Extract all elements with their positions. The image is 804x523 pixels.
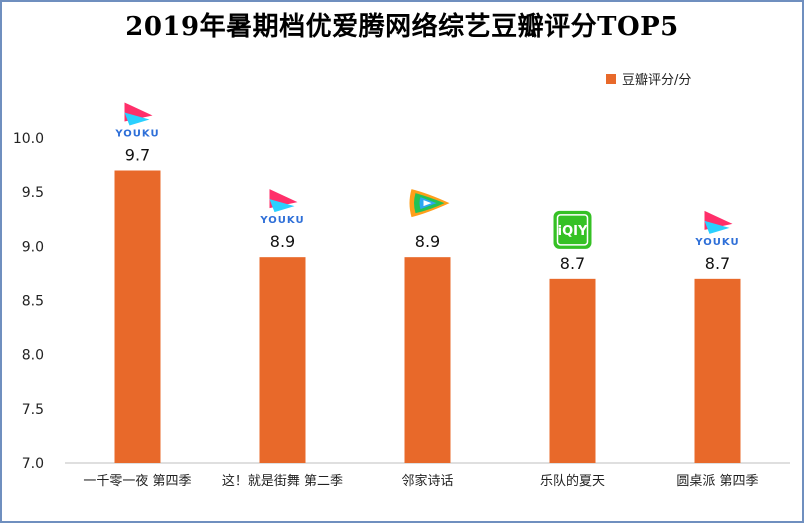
y-tick-label: 10.0	[13, 131, 44, 147]
data-label: 8.9	[270, 232, 295, 251]
bar	[404, 257, 451, 463]
y-axis: 7.0 7.5 8.0 8.5 9.0 9.5 10.0	[13, 131, 44, 472]
bar	[694, 278, 741, 463]
iqiyi-inner-border	[556, 214, 589, 246]
youku-cyan-shape	[704, 220, 730, 234]
youku-wordmark: YOUKU	[259, 215, 304, 226]
y-tick-label: 7.0	[22, 456, 44, 472]
youku-wordmark: YOUKU	[694, 237, 739, 248]
youku-cyan-shape	[269, 199, 295, 213]
platform-logos: YOUKU YOUKU iQIY YOUKU	[114, 102, 739, 249]
bar	[549, 278, 596, 463]
data-label: 8.7	[705, 254, 730, 273]
youku-logo-icon: YOUKU	[259, 189, 304, 226]
y-tick-label: 9.5	[22, 185, 44, 201]
category-label: 邻家诗话	[401, 473, 453, 489]
bar	[259, 257, 306, 463]
youku-logo-icon: YOUKU	[694, 210, 739, 248]
iqiyi-logo-icon: iQIY	[553, 210, 592, 249]
bars: 9.7 一千零一夜 第四季 8.9 这！就是街舞 第二季 8.9 邻家诗话 8.7 乐队的夏天…	[83, 146, 758, 490]
category-label: 圆桌派 第四季	[676, 474, 758, 489]
data-label: 8.7	[560, 254, 585, 273]
y-tick-label: 8.0	[22, 348, 44, 364]
bar	[114, 170, 161, 463]
chart-title: 2019年暑期档优爱腾网络综艺豆瓣评分TOP5	[125, 12, 679, 42]
y-tick-label: 7.5	[22, 402, 44, 418]
iqiyi-wordmark: iQIY	[558, 224, 588, 239]
legend-swatch	[606, 74, 616, 84]
y-tick-label: 9.0	[22, 239, 44, 255]
youku-wordmark: YOUKU	[114, 129, 159, 140]
data-label: 9.7	[125, 146, 150, 165]
y-tick-label: 8.5	[22, 294, 44, 310]
legend-label: 豆瓣评分/分	[622, 73, 691, 88]
legend: 豆瓣评分/分	[606, 73, 691, 88]
category-label: 这！就是街舞 第二季	[222, 473, 343, 489]
category-label: 乐队的夏天	[540, 473, 605, 489]
data-label: 8.9	[415, 232, 440, 251]
category-label: 一千零一夜 第四季	[83, 474, 191, 489]
iqiyi-badge	[553, 210, 592, 249]
tencent-video-logo-icon	[409, 189, 450, 218]
youku-logo-icon: YOUKU	[114, 102, 159, 140]
youku-cyan-shape	[124, 112, 150, 126]
tencent-play-shape	[423, 200, 432, 207]
